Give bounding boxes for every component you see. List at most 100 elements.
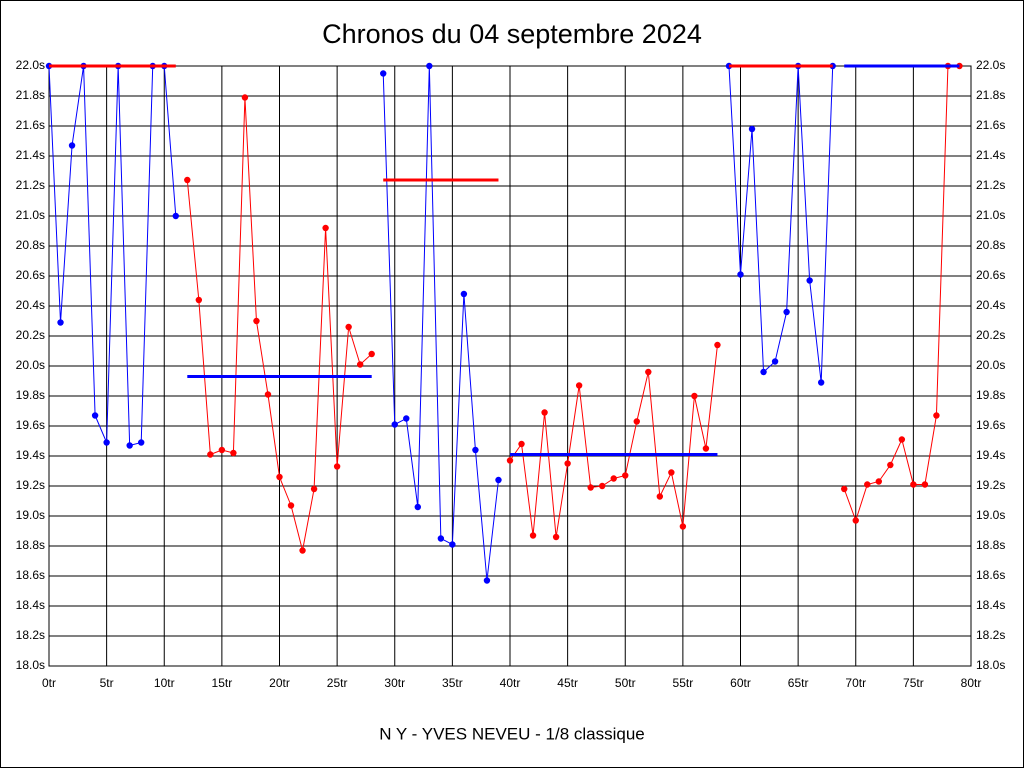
x-tick-label: 55tr bbox=[673, 676, 694, 690]
point bbox=[322, 224, 329, 232]
y-tick-label: 19.6s bbox=[16, 418, 45, 432]
y-tick-label-right: 20.6s bbox=[976, 268, 1005, 282]
point bbox=[57, 319, 64, 326]
point bbox=[506, 457, 514, 464]
point bbox=[138, 439, 145, 446]
point bbox=[910, 481, 917, 488]
point bbox=[806, 277, 813, 284]
point bbox=[691, 392, 698, 400]
point bbox=[426, 62, 433, 70]
x-tick-label: 35tr bbox=[442, 676, 463, 690]
point bbox=[483, 577, 491, 584]
point bbox=[414, 503, 421, 511]
point bbox=[91, 412, 99, 419]
x-tick-label: 40tr bbox=[500, 676, 521, 690]
x-axis-label: N Y - YVES NEVEU - 1/8 classique bbox=[379, 724, 645, 743]
point bbox=[610, 475, 617, 482]
point bbox=[126, 442, 133, 449]
y-tick-label: 20.4s bbox=[16, 298, 45, 312]
y-tick-label: 21.0s bbox=[16, 208, 45, 222]
point bbox=[345, 323, 352, 331]
series-line bbox=[728, 65, 834, 383]
y-tick-label: 20.8s bbox=[16, 238, 45, 252]
point bbox=[333, 463, 341, 470]
y-tick-label: 21.6s bbox=[16, 118, 45, 132]
y-tick-label-right: 18.2s bbox=[976, 628, 1005, 642]
y-tick-label: 20.2s bbox=[16, 328, 45, 342]
point bbox=[253, 317, 260, 325]
x-tick-label: 75tr bbox=[903, 676, 924, 690]
x-tick-label: 80tr bbox=[961, 676, 982, 690]
point bbox=[887, 461, 894, 469]
y-tick-label-right: 20.0s bbox=[976, 358, 1005, 372]
point bbox=[841, 485, 848, 493]
point bbox=[564, 460, 571, 467]
point bbox=[852, 517, 859, 524]
point bbox=[356, 361, 364, 368]
point bbox=[552, 533, 560, 541]
point bbox=[875, 478, 882, 485]
y-tick-label: 21.2s bbox=[16, 178, 45, 192]
point bbox=[575, 382, 583, 389]
y-tick-label-right: 21.8s bbox=[976, 88, 1005, 102]
point bbox=[864, 481, 871, 488]
point bbox=[518, 440, 525, 448]
y-tick-label: 21.8s bbox=[16, 88, 45, 102]
point bbox=[541, 409, 548, 416]
y-tick-label-right: 21.4s bbox=[976, 148, 1005, 162]
y-tick-label: 20.6s bbox=[16, 268, 45, 282]
y-tick-label-right: 19.0s bbox=[976, 508, 1005, 522]
x-tick-label: 25tr bbox=[327, 676, 348, 690]
y-tick-label: 22.0s bbox=[16, 58, 45, 72]
point bbox=[264, 391, 272, 398]
point bbox=[599, 482, 606, 490]
y-tick-label: 20.0s bbox=[16, 358, 45, 372]
point bbox=[299, 547, 306, 554]
point bbox=[184, 176, 191, 184]
y-tick-label: 18.2s bbox=[16, 628, 45, 642]
point bbox=[760, 368, 767, 376]
y-tick-label-right: 19.6s bbox=[976, 418, 1005, 432]
point bbox=[737, 271, 744, 278]
y-tick-label: 19.0s bbox=[16, 508, 45, 522]
point bbox=[921, 481, 929, 488]
point bbox=[495, 476, 502, 484]
point bbox=[218, 446, 226, 454]
point bbox=[380, 70, 387, 77]
point bbox=[771, 358, 779, 365]
y-tick-label-right: 20.8s bbox=[976, 238, 1005, 252]
x-tick-label: 45tr bbox=[557, 676, 578, 690]
y-tick-label-right: 21.0s bbox=[976, 208, 1005, 222]
y-tick-label-right: 18.8s bbox=[976, 538, 1005, 552]
point bbox=[702, 445, 710, 452]
point bbox=[748, 125, 756, 133]
point bbox=[172, 212, 179, 220]
point bbox=[195, 296, 203, 304]
point bbox=[933, 412, 940, 419]
y-tick-label: 18.6s bbox=[16, 568, 45, 582]
point bbox=[241, 94, 249, 101]
y-tick-label-right: 21.2s bbox=[976, 178, 1005, 192]
point bbox=[656, 493, 664, 500]
x-tick-label: 5tr bbox=[100, 676, 114, 690]
point bbox=[668, 469, 675, 476]
x-tick-label: 30tr bbox=[384, 676, 405, 690]
point bbox=[449, 541, 456, 548]
point bbox=[714, 341, 721, 349]
y-tick-label-right: 20.2s bbox=[976, 328, 1005, 342]
point bbox=[622, 472, 629, 479]
point bbox=[68, 142, 76, 149]
point bbox=[898, 436, 906, 443]
point bbox=[437, 535, 445, 542]
x-tick-label: 20tr bbox=[269, 676, 290, 690]
point bbox=[679, 523, 687, 530]
y-tick-label-right: 18.0s bbox=[976, 658, 1005, 672]
point bbox=[230, 449, 237, 457]
chart-title: Chronos du 04 septembre 2024 bbox=[322, 19, 702, 49]
point bbox=[391, 421, 398, 428]
point bbox=[783, 308, 790, 316]
point bbox=[472, 446, 479, 454]
point bbox=[645, 368, 652, 376]
